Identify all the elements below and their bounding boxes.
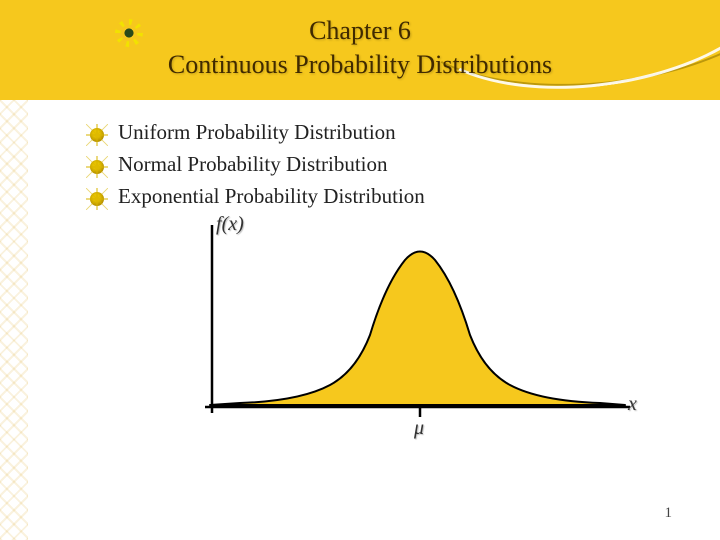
bullet-icon bbox=[90, 160, 104, 174]
normal-distribution-chart: f(x) x μ bbox=[180, 225, 620, 450]
bullet-icon bbox=[90, 192, 104, 206]
list-item: Exponential Probability Distribution bbox=[90, 184, 680, 209]
chart-svg bbox=[180, 225, 640, 425]
mu-label: μ bbox=[414, 417, 424, 440]
title-line-1: Chapter 6 bbox=[309, 16, 411, 45]
list-item: Normal Probability Distribution bbox=[90, 152, 680, 177]
bullet-text: Uniform Probability Distribution bbox=[118, 120, 396, 145]
title-line-2: Continuous Probability Distributions bbox=[168, 50, 552, 79]
page-title: Chapter 6 Continuous Probability Distrib… bbox=[0, 14, 720, 82]
bullet-icon bbox=[90, 128, 104, 142]
x-axis-label: x bbox=[628, 393, 637, 416]
bell-curve-fill bbox=[210, 252, 625, 406]
bullet-text: Exponential Probability Distribution bbox=[118, 184, 425, 209]
list-item: Uniform Probability Distribution bbox=[90, 120, 680, 145]
bullet-text: Normal Probability Distribution bbox=[118, 152, 387, 177]
page-number: 1 bbox=[665, 505, 673, 522]
bullet-list: Uniform Probability Distribution Normal … bbox=[90, 120, 680, 216]
y-axis-label: f(x) bbox=[216, 213, 244, 236]
title-banner: Chapter 6 Continuous Probability Distrib… bbox=[0, 0, 720, 100]
